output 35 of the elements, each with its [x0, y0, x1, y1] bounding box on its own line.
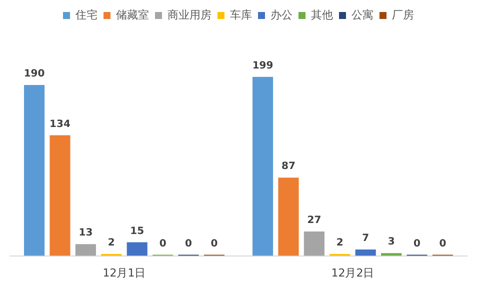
x-tick-label: 12月1日: [102, 266, 146, 280]
data-label: 15: [130, 226, 144, 237]
bar: [50, 135, 70, 256]
data-label: 13: [78, 228, 93, 239]
bar: [75, 244, 96, 256]
legend-label: 储藏室: [116, 8, 149, 22]
x-tick-label: 12月2日: [331, 266, 374, 280]
bar: [381, 253, 402, 256]
data-label: 3: [388, 236, 395, 248]
data-label: 2: [336, 238, 344, 249]
bar: [304, 232, 324, 256]
data-label: 27: [307, 215, 322, 226]
data-label: 0: [439, 238, 446, 250]
data-label: 134: [50, 118, 70, 130]
bar: [126, 242, 148, 256]
legend-label: 公寓: [352, 8, 374, 22]
data-label: 0: [210, 238, 218, 250]
bar: [252, 76, 274, 256]
data-label: 0: [414, 238, 421, 250]
data-label: 199: [252, 60, 274, 72]
bar: [24, 84, 45, 256]
legend-label: 商业用房: [168, 8, 212, 22]
data-label: 87: [282, 161, 296, 172]
data-label: 7: [362, 233, 370, 244]
legend-label: 办公: [270, 8, 292, 22]
legend-label: 车库: [230, 8, 252, 22]
legend-label: 其他: [311, 8, 333, 22]
data-label: 2: [108, 238, 115, 249]
legend-label: 住宅: [76, 8, 98, 22]
data-label: 0: [185, 238, 192, 250]
data-label: 190: [24, 68, 45, 80]
legend-label: 厂房: [392, 8, 414, 22]
bar: [278, 178, 299, 256]
data-label: 0: [159, 238, 166, 250]
bar: [355, 250, 376, 256]
